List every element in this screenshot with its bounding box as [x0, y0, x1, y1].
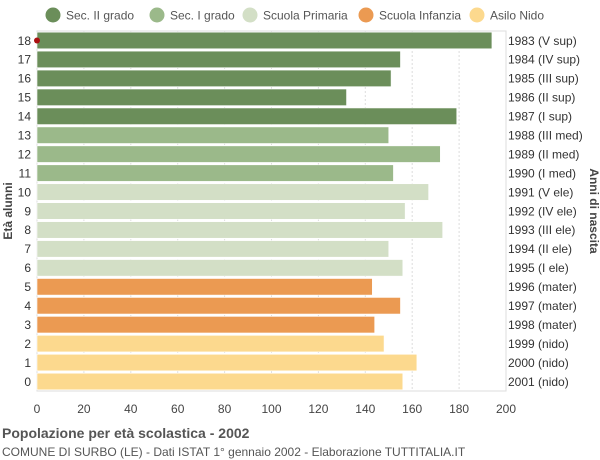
- age-label-18: 18: [18, 34, 32, 48]
- x-tick-label-9: 180: [449, 402, 469, 416]
- x-tick-label-4: 80: [218, 402, 232, 416]
- legend-label-2: Scuola Primaria: [263, 9, 348, 23]
- birth-label-8: 1993 (III ele): [508, 223, 575, 237]
- bar-age-0: [36, 372, 404, 391]
- birth-label-4: 1997 (mater): [508, 299, 577, 313]
- bar-age-9: [36, 202, 406, 220]
- age-label-7: 7: [24, 242, 31, 256]
- current-year-marker: [34, 37, 40, 44]
- legend-label-3: Scuola Infanzia: [379, 9, 461, 23]
- bar-age-6: [36, 259, 404, 277]
- age-label-9: 9: [24, 204, 31, 218]
- age-label-5: 5: [24, 280, 31, 294]
- legend-swatch-2: [242, 7, 258, 23]
- birth-label-13: 1988 (III med): [508, 129, 583, 143]
- x-tick-label-8: 160: [402, 402, 422, 416]
- age-label-14: 14: [18, 110, 32, 124]
- age-label-6: 6: [24, 261, 31, 275]
- age-label-13: 13: [18, 129, 32, 143]
- chart-legend: Sec. II grado Sec. I grado Scuola Primaria…: [45, 7, 544, 23]
- x-tick-label-0: 0: [34, 402, 41, 416]
- birth-label-0: 2001 (nido): [508, 375, 569, 389]
- age-label-8: 8: [24, 223, 31, 237]
- legend-swatch-1: [149, 7, 165, 23]
- y-axis-title-left: Età alunni: [1, 182, 15, 239]
- bar-age-10: [36, 183, 429, 201]
- legend-label-4: Asilo Nido: [490, 9, 544, 23]
- bar-age-16: [36, 69, 392, 87]
- birth-label-7: 1994 (II ele): [508, 242, 572, 256]
- age-label-0: 0: [24, 375, 31, 389]
- age-label-11: 11: [19, 166, 32, 180]
- birth-label-2: 1999 (nido): [508, 337, 569, 351]
- x-tick-label-2: 40: [124, 402, 138, 416]
- x-tick-label-1: 20: [77, 402, 91, 416]
- bar-age-2: [36, 335, 385, 353]
- bar-age-18: [36, 31, 493, 50]
- birth-label-1: 2000 (nido): [508, 356, 569, 370]
- chart-title: Popolazione per età scolastica - 2002: [2, 425, 250, 441]
- legend-swatch-0: [45, 7, 61, 23]
- x-tick-label-3: 60: [171, 402, 185, 416]
- birth-label-17: 1984 (IV sup): [508, 53, 580, 67]
- birth-label-11: 1990 (I med): [508, 166, 576, 180]
- birth-label-12: 1989 (II med): [508, 147, 579, 161]
- birth-label-18: 1983 (V sup): [508, 34, 577, 48]
- x-tick-label-6: 120: [308, 402, 328, 416]
- bar-age-12: [36, 145, 441, 163]
- bar-age-13: [36, 126, 390, 144]
- bar-age-7: [36, 240, 390, 258]
- birth-label-6: 1995 (I ele): [508, 261, 569, 275]
- age-label-1: 1: [24, 356, 31, 370]
- bar-age-15: [36, 88, 347, 106]
- legend-swatch-4: [469, 7, 485, 23]
- birth-label-16: 1985 (III sup): [508, 72, 579, 86]
- chart-labels: 18 1983 (V sup)17 1984 (IV sup)16 1985 (III…: [18, 34, 583, 389]
- age-label-4: 4: [24, 299, 31, 313]
- bar-age-4: [36, 297, 401, 315]
- age-label-16: 16: [18, 72, 32, 86]
- legend-swatch-3: [358, 7, 374, 23]
- chart-subtitle: COMUNE DI SURBO (LE) - Dati ISTAT 1° gen…: [2, 445, 466, 459]
- birth-label-10: 1991 (V ele): [508, 185, 573, 199]
- x-tick-label-5: 100: [261, 402, 281, 416]
- age-label-2: 2: [24, 337, 31, 351]
- birth-label-3: 1998 (mater): [508, 318, 577, 332]
- chart-bars: [34, 31, 493, 391]
- age-label-15: 15: [18, 91, 32, 105]
- age-label-17: 17: [18, 53, 32, 67]
- bar-age-1: [36, 353, 418, 372]
- birth-label-14: 1987 (I sup): [508, 110, 572, 124]
- bar-age-3: [36, 316, 375, 334]
- age-label-10: 10: [18, 185, 32, 199]
- bar-age-17: [36, 50, 401, 69]
- age-label-12: 12: [18, 147, 32, 161]
- x-tick-label-7: 140: [355, 402, 375, 416]
- bar-age-11: [36, 164, 394, 182]
- legend-label-0: Sec. II grado: [66, 9, 134, 23]
- y-axis-title-right: Anni di nascita: [587, 168, 600, 254]
- age-label-3: 3: [24, 318, 31, 332]
- bar-age-14: [36, 107, 458, 125]
- legend-label-1: Sec. I grado: [170, 9, 235, 23]
- bar-age-8: [36, 221, 443, 239]
- x-tick-label-10: 200: [496, 402, 516, 416]
- birth-label-5: 1996 (mater): [508, 280, 577, 294]
- birth-label-15: 1986 (II sup): [508, 91, 575, 105]
- bar-age-5: [36, 278, 373, 296]
- birth-label-9: 1992 (IV ele): [508, 204, 577, 218]
